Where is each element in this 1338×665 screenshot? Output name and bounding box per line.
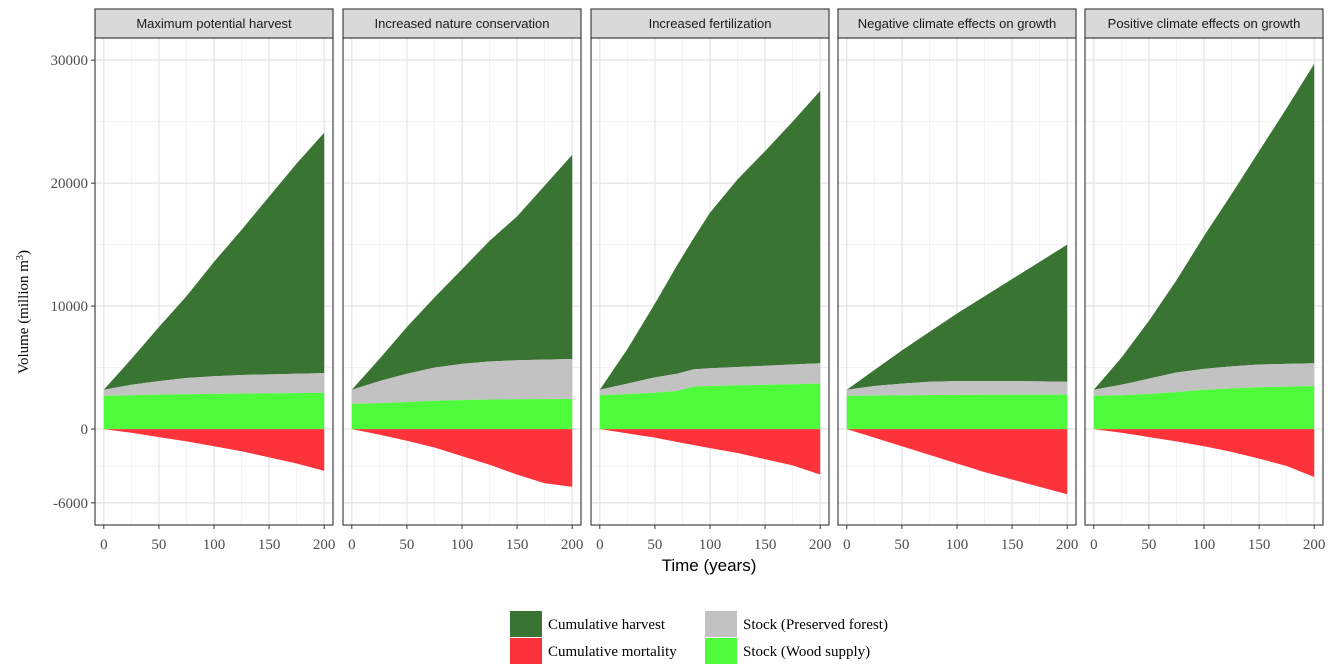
legend: Cumulative harvest Cumulative mortality St…	[510, 611, 888, 664]
area-stock-wood-supply	[103, 392, 325, 430]
area-stock-preserved-forest	[351, 358, 573, 404]
x-tick-label: 0	[348, 537, 356, 553]
y-tick-label: 20000	[51, 176, 89, 192]
facet-strip	[837, 8, 1077, 39]
x-tick-label: 0	[596, 537, 604, 553]
x-tick-label: 100	[451, 537, 474, 553]
y-tick-label: 0	[81, 422, 89, 438]
legend-label: Cumulative harvest	[548, 617, 666, 633]
facet-panel: Maximum potential harvest 0 50 100 150 200	[94, 8, 336, 553]
area-stock-preserved-forest	[1093, 363, 1315, 396]
y-axis-title-main: Volume (million m	[16, 260, 32, 374]
x-tick-label: 150	[1248, 537, 1271, 553]
x-tick-label: 50	[1141, 537, 1156, 553]
facet-strip-label: Increased fertilization	[649, 16, 772, 31]
area-stock-wood-supply	[846, 394, 1068, 430]
area-cumulative-harvest	[1093, 63, 1315, 390]
area-stock-wood-supply	[1093, 386, 1315, 430]
x-tick-label: 0	[843, 537, 851, 553]
x-tick-label: 200	[809, 537, 832, 553]
x-tick-label: 200	[313, 537, 336, 553]
area-cumulative-mortality	[1093, 429, 1315, 478]
x-tick-label: 100	[203, 537, 226, 553]
area-cumulative-mortality	[351, 429, 573, 487]
legend-item: Stock (Wood supply)	[705, 638, 870, 664]
x-tick-label: 100	[1193, 537, 1216, 553]
y-axis-title: Volume (million m3)	[15, 250, 33, 374]
x-tick-label: 150	[754, 537, 777, 553]
x-tick-label: 50	[151, 537, 166, 553]
x-tick-label: 150	[258, 537, 281, 553]
legend-key	[705, 611, 737, 637]
area-cumulative-mortality	[846, 429, 1068, 495]
legend-key	[510, 611, 542, 637]
y-axis: -6000 0 10000 20000 30000	[51, 53, 95, 512]
x-tick-label: 50	[399, 537, 414, 553]
facet-strip-label: Negative climate effects on growth	[858, 16, 1056, 31]
legend-label: Stock (Preserved forest)	[743, 617, 888, 633]
y-tick-label: 30000	[51, 53, 89, 69]
y-tick-label: 10000	[51, 299, 89, 315]
facet-strip-label: Maximum potential harvest	[136, 16, 292, 31]
x-tick-label: 200	[1056, 537, 1079, 553]
facet-strip-label: Increased nature conservation	[375, 16, 550, 31]
y-axis-title-end: )	[16, 250, 32, 255]
facet-strip	[1084, 8, 1324, 39]
legend-key	[510, 638, 542, 664]
area-cumulative-harvest	[351, 154, 573, 390]
area-stock-preserved-forest	[103, 373, 325, 396]
x-tick-label: 100	[946, 537, 969, 553]
x-tick-label: 0	[100, 537, 108, 553]
area-stock-preserved-forest	[846, 381, 1068, 396]
area-stock-preserved-forest	[599, 363, 821, 396]
x-axis-title: Time (years)	[662, 556, 757, 575]
x-tick-label: 50	[894, 537, 909, 553]
legend-item: Cumulative mortality	[510, 638, 677, 664]
area-stock-wood-supply	[599, 383, 821, 430]
area-cumulative-mortality	[103, 429, 325, 471]
facet-strip	[590, 8, 830, 39]
facet-panel: Positive climate effects on growth 0 50 100…	[1084, 8, 1326, 553]
x-tick-label: 100	[699, 537, 722, 553]
legend-label: Cumulative mortality	[548, 644, 677, 660]
area-cumulative-harvest	[103, 132, 325, 390]
x-tick-label: 50	[647, 537, 662, 553]
x-tick-label: 200	[1303, 537, 1326, 553]
legend-label: Stock (Wood supply)	[743, 644, 870, 660]
facet-strip	[94, 8, 334, 39]
area-cumulative-mortality	[599, 429, 821, 475]
area-cumulative-harvest	[599, 90, 821, 390]
x-tick-label: 200	[561, 537, 584, 553]
facet-panel: Negative climate effects on growth 0 50 100…	[837, 8, 1079, 553]
y-tick-label: -6000	[53, 496, 88, 512]
x-tick-label: 150	[506, 537, 529, 553]
y-axis-title-sup: 3	[15, 255, 26, 260]
legend-item: Stock (Preserved forest)	[705, 611, 888, 637]
x-tick-label: 150	[1001, 537, 1024, 553]
facet-strip	[342, 8, 582, 39]
facet-panel: Increased fertilization 0 50 100 150 200	[590, 8, 832, 553]
facet-strip-label: Positive climate effects on growth	[1108, 16, 1301, 31]
area-cumulative-harvest	[846, 244, 1068, 390]
facet-panel: Increased nature conservation 0 50 100 150 20…	[342, 8, 584, 553]
legend-item: Cumulative harvest	[510, 611, 666, 637]
legend-key	[705, 638, 737, 664]
area-stock-wood-supply	[351, 398, 573, 430]
x-tick-label: 0	[1090, 537, 1098, 553]
